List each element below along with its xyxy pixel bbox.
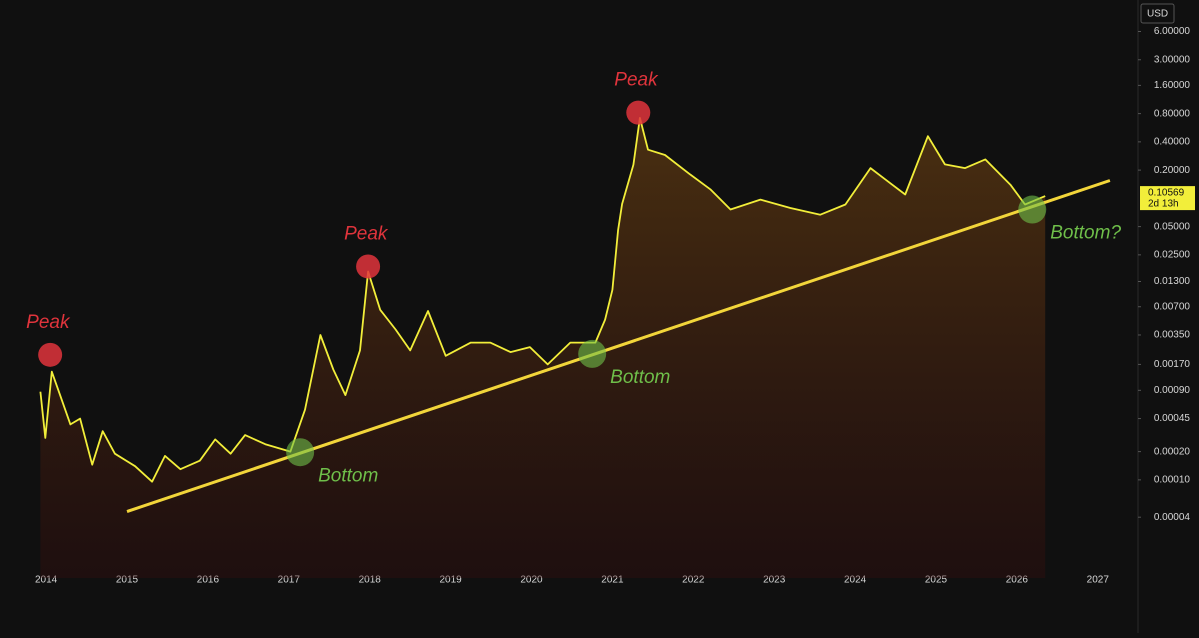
x-tick-label: 2020 — [520, 575, 543, 586]
peak-label: Peak — [614, 70, 659, 91]
y-tick-label: 0.00350 — [1154, 330, 1191, 341]
peak-marker — [626, 100, 651, 125]
bottom-label: Bottom? — [1050, 223, 1121, 244]
y-tick-label: 0.00090 — [1154, 385, 1191, 396]
x-tick-label: 2019 — [439, 575, 462, 586]
y-tick-label: 0.00170 — [1154, 359, 1191, 370]
y-tick-label: 0.01300 — [1154, 276, 1191, 287]
bottom-label: Bottom — [610, 367, 670, 388]
y-tick-label: 0.20000 — [1154, 165, 1191, 176]
price-line — [39, 117, 1046, 483]
x-tick-label: 2021 — [601, 575, 624, 586]
bottom-marker — [578, 339, 607, 368]
peak-marker — [356, 254, 381, 279]
bottom-marker — [1018, 195, 1047, 224]
y-tick-label: 0.00010 — [1154, 475, 1191, 486]
y-tick-label: 1.60000 — [1154, 80, 1191, 91]
peak-label: Peak — [344, 223, 389, 244]
x-tick-label: 2024 — [844, 575, 867, 586]
countdown-label: 2d 13h — [1148, 199, 1179, 210]
y-tick-label: 0.80000 — [1154, 108, 1191, 119]
y-tick-label: 0.05000 — [1154, 221, 1191, 232]
x-tick-label: 2016 — [197, 575, 220, 586]
last-price-box — [1140, 186, 1195, 211]
x-tick-label: 2017 — [278, 575, 301, 586]
x-tick-label: 2023 — [763, 575, 786, 586]
bottom-marker — [286, 438, 315, 467]
x-tick-label: 2027 — [1087, 575, 1110, 586]
peak-label: Peak — [26, 312, 71, 333]
currency-label: USD — [1147, 9, 1168, 20]
currency-box — [1140, 3, 1175, 24]
x-tick-label: 2026 — [1006, 575, 1029, 586]
bottom-label: Bottom — [318, 465, 378, 486]
y-tick-label: 6.00000 — [1154, 26, 1191, 37]
y-tick-label: 0.02500 — [1154, 249, 1191, 260]
x-tick-label: 2022 — [682, 575, 705, 586]
x-tick-label: 2015 — [116, 575, 139, 586]
last-price-label: 0.10569 — [1148, 188, 1185, 199]
y-tick-label: 3.00000 — [1154, 54, 1191, 65]
peak-marker — [38, 342, 63, 367]
y-tick-label: 0.00045 — [1154, 413, 1191, 424]
x-tick-label: 2025 — [925, 575, 948, 586]
x-tick-label: 2018 — [359, 575, 382, 586]
y-tick-label: 0.40000 — [1154, 137, 1191, 148]
y-tick-label: 0.00700 — [1154, 301, 1191, 312]
y-tick-label: 0.00020 — [1154, 446, 1191, 457]
x-tick-label: 2014 — [35, 575, 58, 586]
y-tick-label: 0.00004 — [1154, 512, 1191, 523]
